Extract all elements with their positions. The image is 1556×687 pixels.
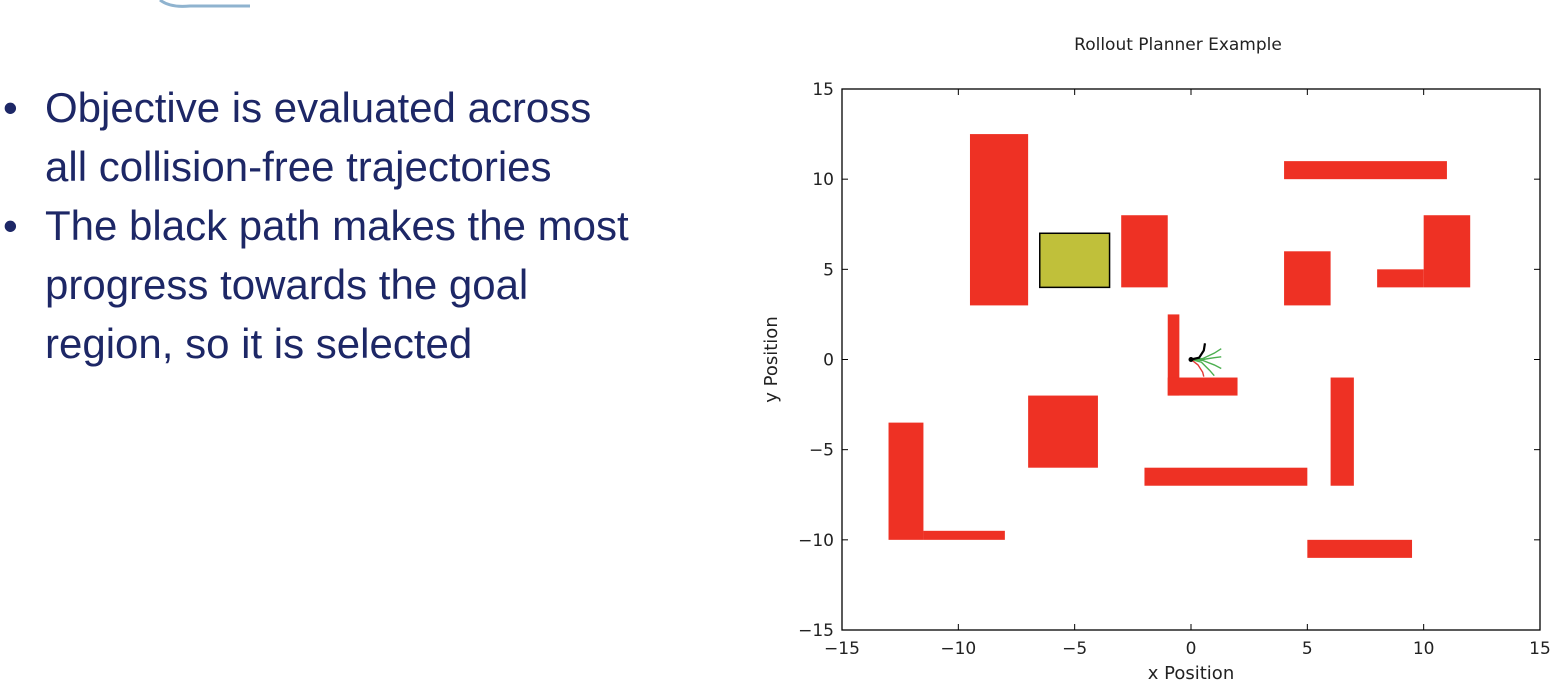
bullet-dot: • xyxy=(3,202,18,249)
obstacle-rect xyxy=(969,134,1029,306)
rollout-planner-chart: Rollout Planner Example −15 −10 −5 0 5 10 15 −… xyxy=(761,35,1551,684)
obstacle-rect xyxy=(1121,215,1168,288)
obstacle-rect xyxy=(1144,467,1308,486)
x-tick-label: −10 xyxy=(940,639,976,659)
bullet-line: region, so it is selected xyxy=(45,320,473,367)
obstacle-rect xyxy=(1330,377,1354,486)
x-tick-label: −5 xyxy=(1062,639,1087,659)
y-tick-label: 0 xyxy=(823,351,834,371)
selected-trajectory xyxy=(1190,343,1207,361)
y-axis-ticks: −15 −10 −5 0 5 10 15 xyxy=(798,80,1540,641)
bullet-item: • Objective is evaluated across all coll… xyxy=(0,78,760,196)
obstacle-rect xyxy=(1028,395,1098,468)
start-point xyxy=(1188,357,1194,362)
bullet-dot: • xyxy=(3,84,18,131)
bullet-line: all collision-free trajectories xyxy=(45,143,552,190)
x-axis-label: x Position xyxy=(1148,663,1234,684)
y-axis-label: y Position xyxy=(761,316,782,402)
obstacles-layer xyxy=(888,134,1471,558)
bullet-list: • Objective is evaluated across all coll… xyxy=(0,78,760,373)
y-tick-label: 5 xyxy=(823,260,834,280)
bullet-line: Objective is evaluated across xyxy=(45,84,592,131)
obstacle-rect xyxy=(1284,251,1331,306)
bullet-line: The black path makes the most xyxy=(45,202,629,249)
x-tick-label: 10 xyxy=(1413,639,1435,659)
bullet-line: progress towards the goal xyxy=(45,261,529,308)
y-tick-label: 10 xyxy=(812,170,834,190)
goal-region-rect xyxy=(1039,232,1111,289)
x-tick-label: 5 xyxy=(1302,639,1313,659)
candidate-trajectory xyxy=(1190,358,1215,377)
x-tick-label: 0 xyxy=(1186,639,1197,659)
x-axis-ticks: −15 −10 −5 0 5 10 15 xyxy=(824,89,1551,659)
y-tick-label: −15 xyxy=(798,621,834,641)
obstacle-rect xyxy=(923,530,1005,540)
obstacle-rect xyxy=(1377,269,1424,288)
obstacle-rect xyxy=(1167,377,1238,396)
goal-layer xyxy=(1039,232,1111,289)
bullet-item: • The black path makes the most progress… xyxy=(0,196,760,373)
trajectories-layer xyxy=(1188,343,1222,377)
obstacle-rect xyxy=(1423,215,1471,288)
obstacle-rect xyxy=(888,422,924,540)
x-tick-label: 15 xyxy=(1529,639,1551,659)
header-rule-fragment xyxy=(159,0,250,8)
y-tick-label: 15 xyxy=(812,80,834,100)
chart-title: Rollout Planner Example xyxy=(1074,35,1282,55)
obstacle-rect xyxy=(1284,161,1447,180)
y-tick-label: −10 xyxy=(798,531,834,551)
candidate-trajectory xyxy=(1190,358,1222,370)
obstacle-rect xyxy=(1167,314,1180,396)
obstacle-rect xyxy=(1307,539,1413,558)
y-tick-label: −5 xyxy=(809,441,834,461)
x-tick-label: −15 xyxy=(824,639,860,659)
collision-trajectory xyxy=(1190,358,1205,377)
